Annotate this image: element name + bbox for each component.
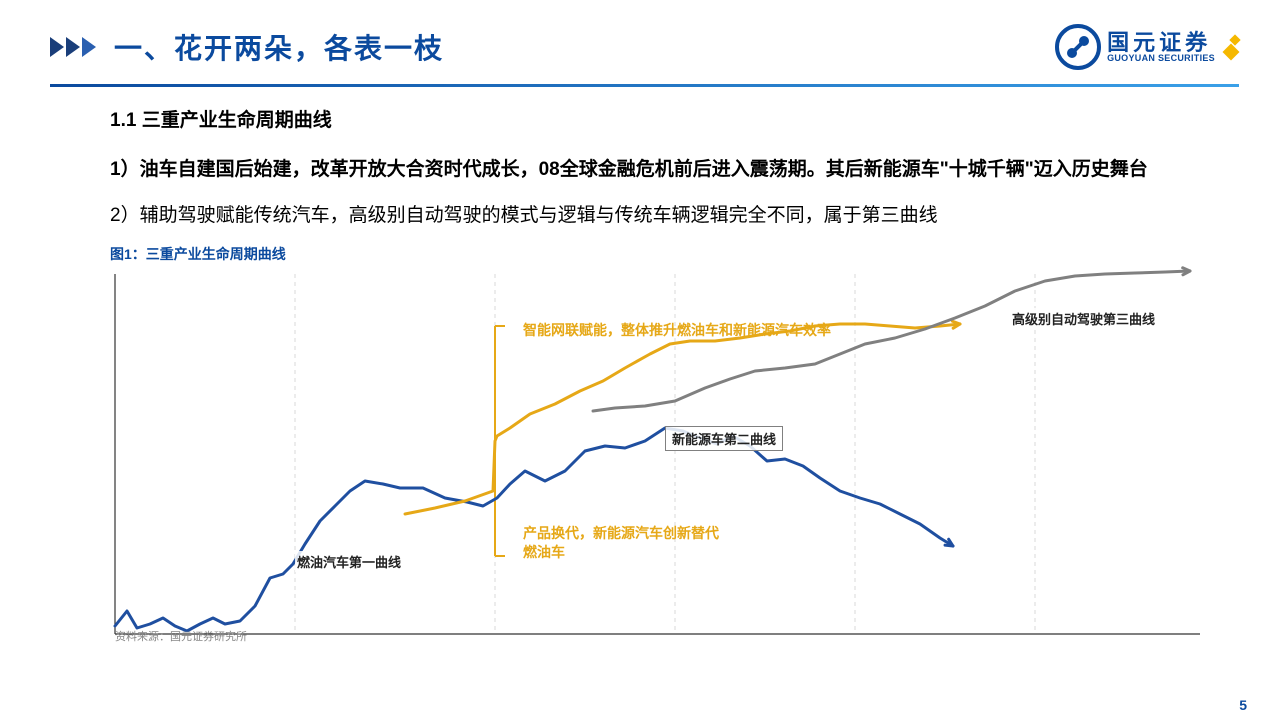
annotation-bottom-line1: 产品换代，新能源汽车创新替代 [523, 525, 719, 541]
subsection-heading: 1.1 三重产业生命周期曲线 [110, 105, 1219, 132]
slide-header: 一、花开两朵，各表一枝 国元证券 GUOYUAN SECURITIES [0, 0, 1279, 80]
section-title: 一、花开两朵，各表一枝 [114, 27, 444, 67]
chart: 燃油汽车第一曲线 新能源车第二曲线 高级别自动驾驶第三曲线 智能网联赋能，整体推… [105, 266, 1205, 646]
annotation-bottom-line2: 燃油车 [523, 544, 565, 560]
chevron-icon [50, 37, 96, 57]
logo-decoration [1225, 36, 1239, 58]
para1-bold: 油车自建国后始建，改革开放大合资时代成长，08全球金融危机前后进入震荡期。其后新… [140, 159, 1148, 180]
figure-source: 资料来源：国元证券研究所 [115, 628, 247, 644]
logo-en: GUOYUAN SECURITIES [1107, 54, 1215, 63]
title-row: 一、花开两朵，各表一枝 [50, 27, 444, 67]
logo-text: 国元证券 GUOYUAN SECURITIES [1107, 32, 1215, 63]
para1-prefix: 1） [110, 159, 140, 180]
curve-label-gray: 高级别自动驾驶第三曲线 [1010, 308, 1157, 329]
logo-icon [1055, 24, 1101, 70]
page-number: 5 [1239, 697, 1247, 713]
curve-label-mid: 新能源车第二曲线 [665, 426, 783, 451]
paragraph-1: 1）油车自建国后始建，改革开放大合资时代成长，08全球金融危机前后进入震荡期。其… [110, 150, 1219, 190]
annotation-top-line1: 智能网联赋能，整体推升燃油车和新能源汽车效率 [523, 322, 831, 338]
annotation-top: 智能网联赋能，整体推升燃油车和新能源汽车效率 [523, 321, 831, 340]
slide-content: 1.1 三重产业生命周期曲线 1）油车自建国后始建，改革开放大合资时代成长，08… [0, 87, 1279, 646]
figure-title: 图1：三重产业生命周期曲线 [110, 244, 1219, 264]
curve-label-blue: 燃油汽车第一曲线 [295, 551, 403, 572]
paragraph-2: 2）辅助驾驶赋能传统汽车，高级别自动驾驶的模式与逻辑与传统车辆逻辑完全不同，属于… [110, 196, 1219, 236]
annotation-bottom: 产品换代，新能源汽车创新替代 燃油车 [523, 524, 719, 562]
logo-cn: 国元证券 [1107, 32, 1215, 54]
company-logo: 国元证券 GUOYUAN SECURITIES [1055, 24, 1239, 70]
